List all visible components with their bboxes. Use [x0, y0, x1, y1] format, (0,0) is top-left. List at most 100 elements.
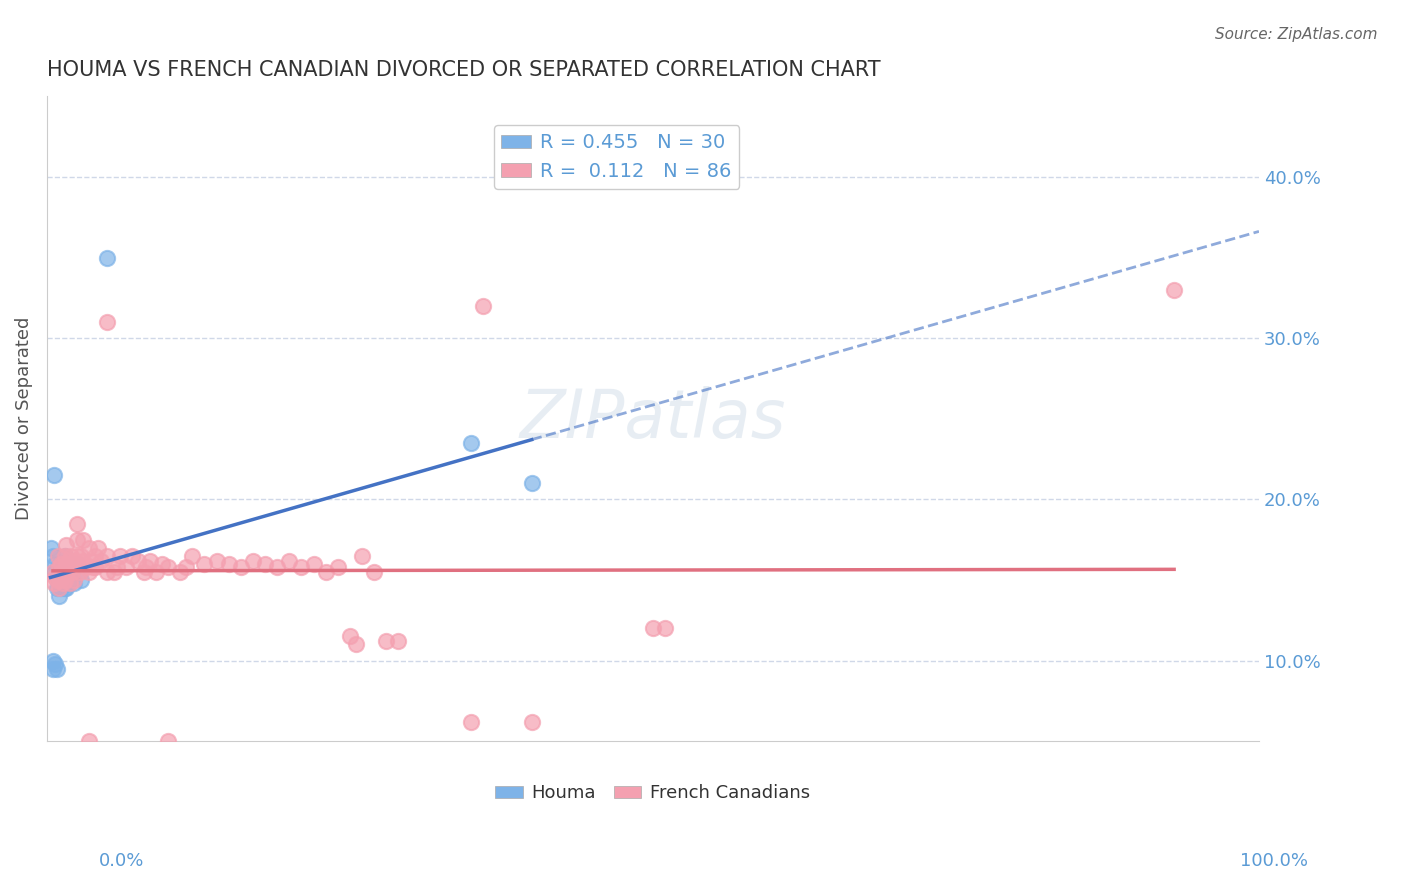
Point [42, 654, 65, 668]
Point [56, 573, 79, 587]
Point [157, 734, 180, 748]
Point [51, 565, 73, 579]
Point [344, 637, 367, 651]
Point [52, 576, 75, 591]
Point [193, 557, 215, 571]
Point [375, 634, 398, 648]
Point [56, 565, 79, 579]
Point [51, 557, 73, 571]
Point [654, 621, 676, 635]
Point [350, 549, 373, 563]
Point [326, 560, 349, 574]
Point [84, 549, 107, 563]
Point [44, 576, 66, 591]
Point [79, 541, 101, 555]
Point [52, 565, 75, 579]
Point [302, 557, 325, 571]
Point [60, 565, 83, 579]
Point [55, 537, 77, 551]
Point [460, 714, 482, 729]
Point [44, 570, 66, 584]
Point [315, 565, 337, 579]
Point [63, 554, 86, 568]
Text: 100.0%: 100.0% [1240, 852, 1308, 870]
Point [114, 560, 136, 574]
Point [242, 554, 264, 568]
Point [290, 560, 312, 574]
Point [66, 516, 89, 531]
Point [45, 662, 67, 676]
Point [60, 549, 83, 563]
Point [44, 565, 66, 579]
Point [641, 621, 664, 635]
Point [53, 549, 76, 563]
Point [52, 573, 75, 587]
Point [58, 576, 80, 591]
Point [229, 560, 252, 574]
Point [266, 560, 288, 574]
Point [53, 573, 76, 587]
Point [79, 734, 101, 748]
Point [55, 557, 77, 571]
Point [90, 554, 112, 568]
Point [51, 557, 73, 571]
Point [103, 565, 125, 579]
Point [108, 549, 131, 563]
Point [60, 560, 83, 574]
Point [121, 549, 143, 563]
Point [60, 565, 83, 579]
Point [135, 560, 157, 574]
Point [52, 565, 75, 579]
Point [58, 554, 80, 568]
Point [48, 581, 70, 595]
Point [79, 554, 101, 568]
Point [139, 554, 162, 568]
Point [48, 589, 70, 603]
Point [39, 541, 62, 555]
Point [254, 557, 277, 571]
Point [218, 557, 240, 571]
Y-axis label: Divorced or Separated: Divorced or Separated [15, 318, 32, 521]
Point [181, 549, 204, 563]
Point [69, 565, 91, 579]
Point [127, 554, 149, 568]
Point [44, 468, 66, 483]
Point [53, 581, 76, 595]
Point [96, 549, 118, 563]
Point [42, 662, 65, 676]
Point [69, 549, 91, 563]
Point [59, 576, 82, 591]
Point [520, 476, 543, 491]
Point [520, 714, 543, 729]
Point [72, 533, 94, 547]
Point [45, 573, 67, 587]
Point [49, 573, 72, 587]
Point [363, 565, 385, 579]
Point [48, 573, 70, 587]
Point [145, 565, 167, 579]
Point [66, 549, 89, 563]
Text: 0.0%: 0.0% [98, 852, 143, 870]
Point [62, 576, 84, 591]
Point [67, 557, 90, 571]
Point [169, 565, 191, 579]
Point [75, 560, 97, 574]
Point [48, 560, 70, 574]
Point [53, 549, 76, 563]
Point [1163, 283, 1185, 297]
Point [62, 573, 84, 587]
Point [44, 557, 66, 571]
Point [96, 565, 118, 579]
Point [42, 565, 65, 579]
Point [860, 750, 883, 764]
Point [150, 557, 173, 571]
Point [55, 560, 77, 574]
Point [174, 560, 197, 574]
Point [79, 565, 101, 579]
Point [96, 251, 118, 265]
Point [472, 299, 495, 313]
Point [66, 557, 89, 571]
Text: Source: ZipAtlas.com: Source: ZipAtlas.com [1215, 27, 1378, 42]
Point [42, 549, 65, 563]
Point [82, 560, 104, 574]
